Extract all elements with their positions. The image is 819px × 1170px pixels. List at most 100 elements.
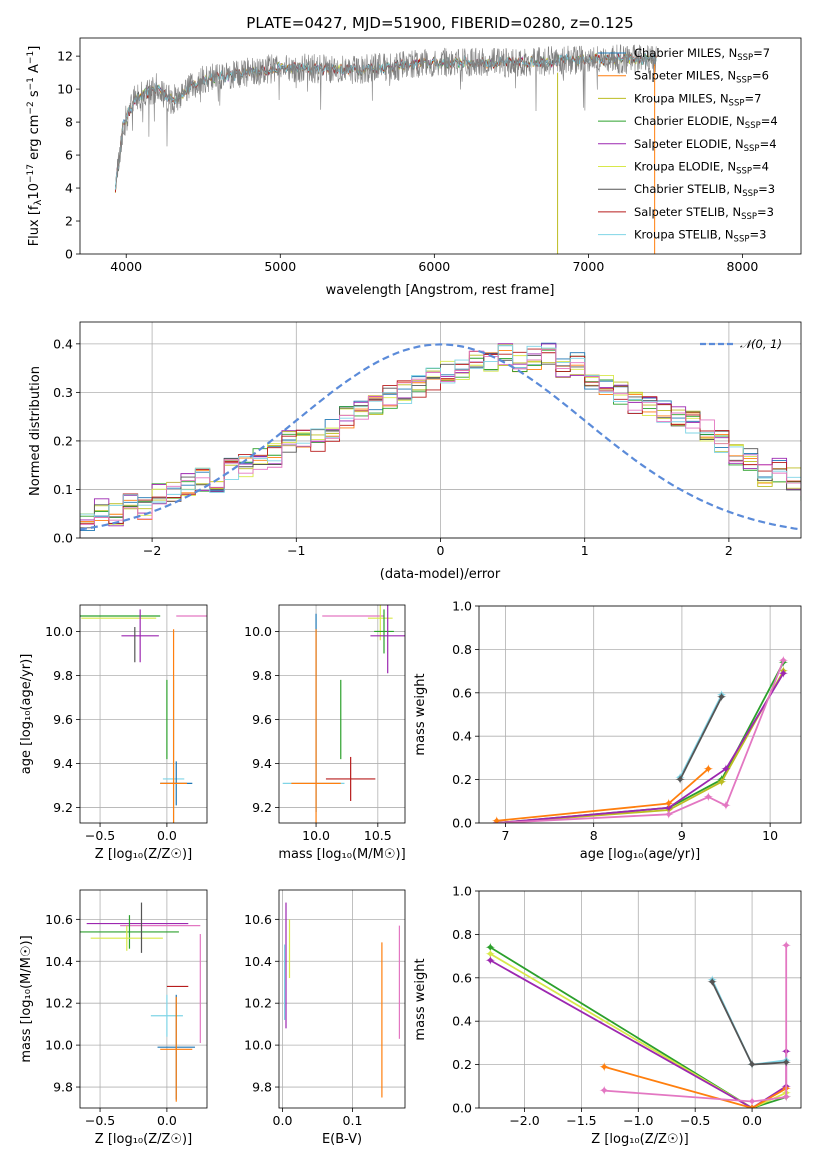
legend-entry: Chabrier ELODIE, NSSP=4 <box>634 114 778 131</box>
x-tick-label: −2.0 <box>509 1113 539 1128</box>
y-tick-label: 10.4 <box>45 954 73 969</box>
x-tick-label: 0.0 <box>742 1113 762 1128</box>
x-tick-label: 10 <box>762 828 778 843</box>
star-marker: ✦ <box>599 1084 610 1099</box>
histogram-step-line <box>80 344 801 538</box>
legend-subscript: SSP <box>741 212 757 222</box>
y-tick-label: 10.6 <box>244 912 272 927</box>
y-tick-label: 9.6 <box>252 712 272 727</box>
y-tick-label: 9.4 <box>53 756 73 771</box>
normal-curve <box>80 343 801 531</box>
axes-group: −0.5 0.0 9.8 10.0 10.2 10.4 10.6 <box>45 889 208 1128</box>
y-tick-label: 0.2 <box>452 1057 472 1072</box>
legend-entry: Salpeter STELIB, NSSP=3 <box>634 205 774 222</box>
y-tick-label: 0.0 <box>452 1101 472 1116</box>
legend-series-name: Kroupa STELIB, N <box>634 228 734 242</box>
y-tick-label: 10.0 <box>45 1038 73 1053</box>
y-tick-label: 0.8 <box>452 642 472 657</box>
star-marker: ✦ <box>747 1058 758 1073</box>
y-tick-label: 0.4 <box>452 729 472 744</box>
y-axis-label: age [log₁₀(age/yr)] <box>19 654 34 775</box>
x-axis-label: Z [log₁₀(Z/Z☉)] <box>591 1132 688 1147</box>
mass-vs-ebv-panel: 0.0 0.1 9.8 10.0 10.2 10.4 10.6 E(B-V) <box>244 889 406 1147</box>
x-tick-label: 10.0 <box>302 828 330 843</box>
x-tick-label: −0.5 <box>680 1113 710 1128</box>
y-tick-label: 0 <box>65 247 73 262</box>
y-tick-label: 10.0 <box>244 624 272 639</box>
y-tick-label: 0.2 <box>452 772 472 787</box>
y-tick-label: 10 <box>57 82 73 97</box>
star-marker: ✦ <box>781 1056 792 1071</box>
y-tick-label: 9.4 <box>252 756 272 771</box>
x-axis-label: Z [log₁₀(Z/Z☉)] <box>95 847 192 862</box>
star-marker: ✦ <box>778 667 789 682</box>
y-tick-label: 9.2 <box>252 800 272 815</box>
star-marker: ✦ <box>747 1102 758 1117</box>
legend-subscript: SSP <box>742 189 758 199</box>
mass-weight-line <box>604 945 788 1103</box>
mass-weight-vs-metallicity-panel: −2.0 −1.5 −1.0 −0.5 0.00.00.20.40.60.81.0✦✦✦… <box>413 884 802 1147</box>
mass-weight-line <box>489 946 787 1108</box>
mass-weight-line <box>679 696 723 781</box>
plot-content: ✦✦✦✦✦✦✦✦✦✦✦✦✦✦✦✦✦✦✦✦✦✦✦✦ <box>491 654 789 823</box>
mass-weight-line <box>711 981 787 1066</box>
spectrum-title: PLATE=0427, MJD=51900, FIBERID=0280, z=0… <box>246 14 633 32</box>
star-marker: ✦ <box>663 803 674 818</box>
spectrum-plot-area: 4000 5000 6000 7000 8000 0 2 4 6 8 10 12 <box>57 37 802 274</box>
spectrum-ylabel-power: 10 <box>27 183 42 200</box>
star-marker: ✦ <box>663 801 674 816</box>
residual-histogram-panel: −2 −1 0 1 2 0.0 0.1 0.2 0.3 0.4 (data-model)/erro… <box>28 321 802 582</box>
y-tick-label: 10.0 <box>244 1038 272 1053</box>
star-marker: ✦ <box>675 773 686 788</box>
y-tick-label: 0.8 <box>452 927 472 942</box>
legend-entry: Chabrier MILES, NSSP=7 <box>634 46 770 63</box>
histogram-xlabel: (data-model)/error <box>380 567 501 582</box>
x-tick-label: −0.5 <box>85 1113 115 1128</box>
legend-series-name: Salpeter ELODIE, N <box>634 137 744 151</box>
x-tick-label: 9 <box>678 828 686 843</box>
mass-weight-line <box>496 768 709 822</box>
legend-subscript: SSP <box>736 76 752 86</box>
y-axis-label: mass weight <box>413 673 428 755</box>
mass-weight-line <box>496 659 785 823</box>
legend-nssp: =7 <box>753 46 770 60</box>
legend-subscript: SSP <box>734 235 750 245</box>
star-marker: ✦ <box>778 665 789 680</box>
normal-legend-label: 𝒩(0, 1) <box>740 337 782 351</box>
y-tick-label: 10.2 <box>45 996 73 1011</box>
star-marker: ✦ <box>781 939 792 954</box>
plot-content <box>114 44 657 254</box>
x-tick-label: 0.0 <box>273 1113 293 1128</box>
histogram-plot-area: −2 −1 0 1 2 0.0 0.1 0.2 0.3 0.4 <box>53 321 802 558</box>
y-tick-label: 9.8 <box>252 1080 272 1095</box>
axes-frame <box>278 604 406 824</box>
legend-subscript: SSP <box>745 121 761 131</box>
x-tick-label: 4000 <box>110 259 142 274</box>
star-marker: ✦ <box>703 762 714 777</box>
legend-nssp: =3 <box>757 205 774 219</box>
spectrum-ylabel: Flux [fλ10−17 erg cm−2 s−1 A−1] <box>26 46 44 247</box>
legend-series-name: Chabrier MILES, N <box>634 46 737 60</box>
y-tick-label: 0.4 <box>452 1014 472 1029</box>
y-tick-label: 4 <box>65 181 73 196</box>
legend-nssp: =3 <box>758 182 775 196</box>
histogram-ylabel: Normed distribution <box>28 366 43 496</box>
y-tick-label: 9.6 <box>53 712 73 727</box>
axes-frame <box>79 321 802 539</box>
y-tick-label: 0.6 <box>452 970 472 985</box>
star-marker: ✦ <box>663 808 674 823</box>
age-vs-mass-panel: 10.0 10.5 9.2 9.4 9.6 9.8 10.0 mass [log₁₀(M/M☉… <box>244 604 406 862</box>
star-marker: ✦ <box>485 954 496 969</box>
y-tick-label: 10.6 <box>45 912 73 927</box>
spectrum-xlabel: wavelength [Angstrom, rest frame] <box>326 283 555 298</box>
x-tick-label: 0.0 <box>157 828 177 843</box>
y-tick-label: 9.2 <box>53 800 73 815</box>
x-tick-label: 8000 <box>727 259 759 274</box>
plot-content: ✦✦✦✦✦✦✦✦✦✦✦✦✦✦✦ ✦✦✦✦ ✦✦✦ ✦ <box>485 939 792 1117</box>
grid-lines <box>479 605 801 824</box>
axes-frame <box>79 889 208 1109</box>
legend-entry: Salpeter ELODIE, NSSP=4 <box>634 137 777 154</box>
legend-series-name: Chabrier STELIB, N <box>634 182 742 196</box>
mass-weight-line <box>496 661 785 823</box>
